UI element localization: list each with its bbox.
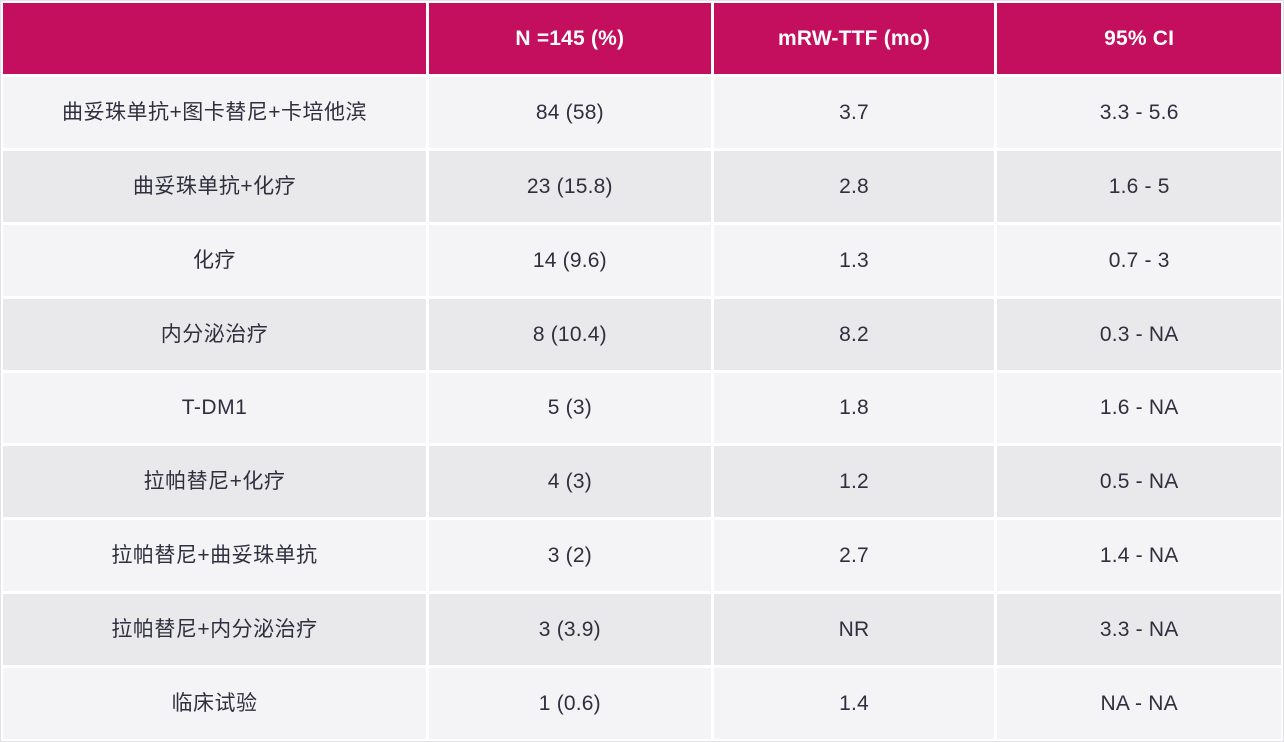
n-pct-cell: 8 (10.4)	[429, 298, 711, 370]
header-cell-n-pct: N =145 (%)	[429, 3, 711, 74]
n-pct-cell: 3 (3.9)	[429, 594, 711, 666]
header-cell-treatment	[3, 3, 426, 74]
mrw-ttf-cell: 1.8	[713, 372, 995, 444]
ci-cell: 3.3 - 5.6	[997, 77, 1281, 148]
mrw-ttf-cell: 1.2	[713, 446, 995, 518]
treatment-cell: 拉帕替尼+内分泌治疗	[3, 594, 426, 666]
mrw-ttf-cell: NR	[713, 594, 995, 666]
mrw-ttf-cell: 2.8	[713, 150, 995, 222]
ci-cell: 3.3 - NA	[997, 594, 1281, 666]
header-cell-mrw-ttf: mRW-TTF (mo)	[713, 3, 995, 74]
n-pct-cell: 3 (2)	[429, 520, 711, 592]
ci-cell: 1.4 - NA	[997, 520, 1281, 592]
ci-cell: 0.3 - NA	[997, 298, 1281, 370]
n-pct-cell: 5 (3)	[429, 372, 711, 444]
treatment-cell: 临床试验	[3, 668, 426, 739]
n-pct-cell: 4 (3)	[429, 446, 711, 518]
treatment-cell: 曲妥珠单抗+图卡替尼+卡培他滨	[3, 77, 426, 148]
mrw-ttf-cell: 2.7	[713, 520, 995, 592]
ci-cell: 1.6 - 5	[997, 150, 1281, 222]
ci-cell: 1.6 - NA	[997, 372, 1281, 444]
n-pct-cell: 14 (9.6)	[429, 224, 711, 296]
ci-cell: NA - NA	[997, 668, 1281, 739]
mrw-ttf-cell: 3.7	[713, 77, 995, 148]
header-cell-ci: 95% CI	[997, 3, 1281, 74]
mrw-ttf-cell: 1.4	[713, 668, 995, 739]
n-pct-cell: 84 (58)	[429, 77, 711, 148]
mrw-ttf-cell: 8.2	[713, 298, 995, 370]
treatment-cell: 拉帕替尼+化疗	[3, 446, 426, 518]
treatment-cell: 内分泌治疗	[3, 298, 426, 370]
n-pct-cell: 1 (0.6)	[429, 668, 711, 739]
ci-cell: 0.5 - NA	[997, 446, 1281, 518]
treatment-cell: 拉帕替尼+曲妥珠单抗	[3, 520, 426, 592]
treatment-cell: 曲妥珠单抗+化疗	[3, 150, 426, 222]
treatment-cell: T-DM1	[3, 372, 426, 444]
mrw-ttf-cell: 1.3	[713, 224, 995, 296]
treatment-cell: 化疗	[3, 224, 426, 296]
ci-cell: 0.7 - 3	[997, 224, 1281, 296]
n-pct-cell: 23 (15.8)	[429, 150, 711, 222]
